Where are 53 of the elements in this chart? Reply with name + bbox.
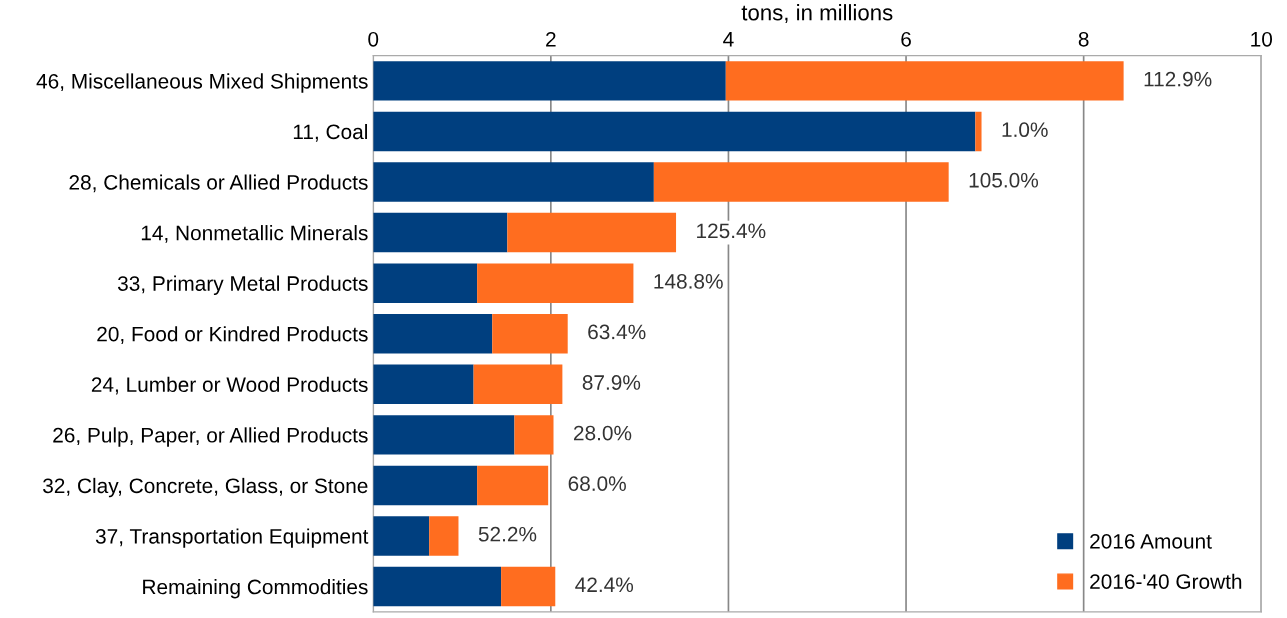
x-tick-label: 0 [368, 31, 379, 47]
x-tick-label: 10 [1251, 31, 1273, 47]
annotation: 28.0% [573, 425, 632, 441]
annotation: 52.2% [478, 526, 537, 542]
bar [492, 314, 568, 354]
x-tick-label: 2 [546, 31, 556, 47]
bar [373, 516, 430, 556]
x-tick-label: 8 [1078, 31, 1089, 47]
annotation: 42.4% [575, 577, 634, 593]
y-tick-label: 28, Chemicals or Allied Products [69, 174, 368, 193]
y-tick-label: 46, Miscellaneous Mixed Shipments [36, 73, 368, 93]
annotation: 87.9% [582, 375, 641, 390]
y-tick-label: 32, Clay, Concrete, Glass, or Stone [43, 477, 368, 498]
bar [477, 465, 549, 506]
x-tick-label: 6 [901, 31, 911, 47]
bar [514, 415, 554, 455]
bar [501, 566, 556, 607]
legend-label: 2016-'40 Growth [1090, 573, 1242, 589]
annotation: 125.4% [697, 223, 766, 239]
annotation: 148.8% [654, 274, 723, 289]
x-tick-label: 4 [723, 32, 734, 47]
legend-label: 2016 Amount [1090, 533, 1212, 549]
bar [373, 364, 474, 404]
bar [373, 415, 515, 455]
y-tick-label: 20, Food or Kindred Products [97, 326, 368, 344]
bar [653, 162, 949, 202]
y-tick-label: 24, Lumber or Wood Products [91, 376, 368, 395]
x-axis-title: tons, in millions [741, 4, 893, 24]
bar [507, 212, 677, 253]
annotation: 112.9% [1144, 71, 1212, 87]
bar [373, 162, 654, 202]
y-tick-label: 37, Transportation Equipment [95, 528, 369, 548]
bar [725, 61, 1124, 101]
bar [477, 263, 634, 303]
y-tick-label: 14, Nonmetallic Minerals [141, 225, 368, 243]
y-tick-label: 26, Pulp, Paper, or Allied Products [53, 427, 368, 447]
bar [373, 263, 478, 303]
y-tick-label: 11, Coal [293, 123, 367, 142]
bar [373, 314, 493, 354]
bar [373, 465, 478, 506]
annotation: 63.4% [588, 324, 646, 340]
bar [373, 61, 726, 101]
bar [373, 212, 508, 253]
bar [473, 364, 563, 404]
annotation: 105.0% [969, 172, 1039, 188]
bar [429, 516, 459, 556]
bar [975, 111, 982, 152]
y-tick-label: 33, Primary Metal Products [117, 275, 368, 296]
bar [373, 111, 976, 152]
bar [373, 566, 502, 607]
y-tick-label: Remaining Commodities [143, 578, 368, 599]
annotation: 1.0% [1002, 122, 1048, 138]
annotation: 68.0% [568, 476, 626, 491]
